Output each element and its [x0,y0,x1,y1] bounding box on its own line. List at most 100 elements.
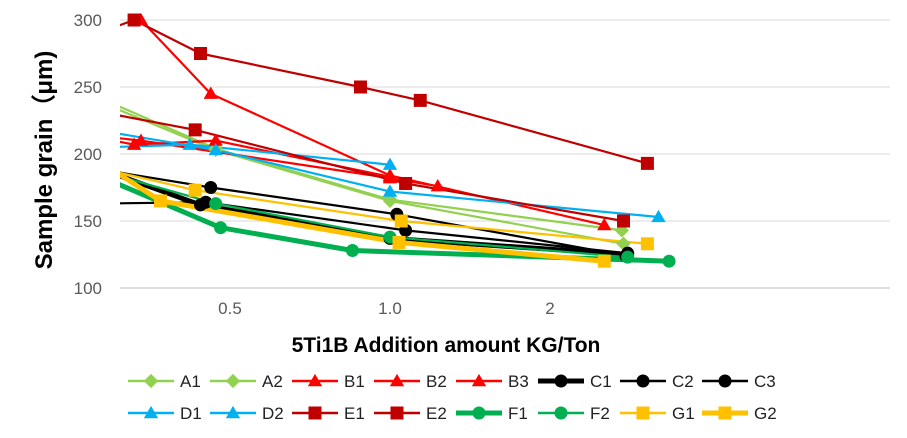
legend-label: B3 [508,372,529,391]
x-axis-label: 5Ti1B Addition amount KG/Ton [292,334,601,357]
data-point-d1 [382,184,398,197]
legend-swatch-marker [554,374,568,388]
series-lines [120,18,670,264]
legend-entry-d1: D1 [128,404,202,423]
data-point-g1 [640,237,654,251]
legend-label: D2 [262,404,284,423]
legend-label: D1 [180,404,202,423]
series-line-e1 [120,18,648,165]
legend-swatch-marker [143,405,159,419]
legend-swatch-marker [718,374,732,388]
legend-swatch-marker [554,406,568,420]
legend-label: C3 [754,372,776,391]
data-point-g2 [597,254,611,268]
legend-swatch-marker [225,373,241,389]
data-point-d1 [208,142,223,156]
data-point-d1 [651,209,666,223]
series-line-c2 [120,201,628,255]
x-axis-ticks: 0.5 1.0 2 [218,299,555,318]
data-point-f2 [621,250,635,264]
x-tick-label: 2 [545,299,554,318]
data-point-g2 [392,235,406,249]
data-point-b3 [382,169,398,182]
legend-label: C1 [590,372,612,391]
data-point-b1 [203,86,218,99]
legend-label: E2 [426,404,447,423]
legend-label: E1 [344,404,365,423]
data-point-c2 [199,195,213,209]
data-point-e2 [188,123,202,137]
x-tick-label: 0.5 [218,299,242,318]
legend-entry-f2: F2 [538,404,610,423]
legend-entry-f1: F1 [456,404,528,423]
data-point-e2 [399,176,413,190]
data-point-e1 [127,13,141,27]
data-point-e1 [353,80,367,94]
legend-entry-d2: D2 [210,404,284,423]
series-line-b2 [120,137,438,188]
legend: A1 A2 B1 B2 B3 C1 C2 C3 D1 D2 E1 E2 F1 F2 G1 G2 [128,372,777,423]
data-point-f1 [214,221,228,235]
legend-entry-b1: B1 [292,372,365,391]
data-point-a1 [614,223,629,238]
legend-label: F2 [590,404,610,423]
legend-swatch-marker [390,406,404,420]
data-point-e1 [640,156,654,170]
data-point-b2 [430,179,445,192]
data-point-a2 [382,193,398,209]
data-point-b3 [126,137,142,150]
grid-lines [120,19,890,289]
data-point-c3 [204,181,218,194]
legend-label: G1 [672,404,695,423]
legend-swatch-marker [718,406,732,420]
y-axis-ticks: 100 150 200 250 300 [74,11,102,298]
data-point-d2 [182,137,197,150]
legend-swatch-marker [636,406,650,420]
legend-entry-c2: C2 [620,372,694,391]
legend-label: A2 [262,372,283,391]
data-point-g1 [394,214,408,228]
legend-label: B2 [426,372,447,391]
data-point-d2 [382,157,398,170]
legend-entry-a1: A1 [128,372,201,391]
legend-entry-g2: G2 [702,404,777,423]
legend-swatch-marker [471,373,487,387]
data-point-b2 [133,133,149,146]
x-tick-label: 1.0 [378,299,402,318]
data-point-e1 [413,93,427,107]
y-tick-label: 150 [74,212,102,231]
data-point-g1 [188,183,202,197]
y-tick-label: 300 [74,11,102,30]
data-point-e2 [617,214,631,228]
y-axis-label: Sample grain（μm) [31,51,58,270]
data-point-f1 [345,243,359,257]
legend-swatch-marker [307,373,323,387]
legend-entry-b3: B3 [456,372,529,391]
data-point-b3 [208,133,223,146]
legend-label: A1 [180,372,201,391]
legend-swatch-marker [143,373,159,389]
y-tick-label: 100 [74,279,102,298]
legend-entry-g1: G1 [620,404,695,423]
y-tick-label: 250 [74,78,102,97]
legend-swatch-marker [389,373,405,387]
legend-label: B1 [344,372,365,391]
legend-label: C2 [672,372,694,391]
legend-entry-e2: E2 [374,404,447,423]
legend-swatch-marker [308,406,322,420]
legend-entry-c3: C3 [702,372,776,391]
data-point-g2 [153,194,167,208]
legend-entry-a2: A2 [210,372,283,391]
legend-swatch-marker [472,406,486,420]
legend-label: G2 [754,404,777,423]
data-point-f2 [209,197,223,211]
y-tick-label: 200 [74,145,102,164]
legend-entry-e1: E1 [292,404,365,423]
legend-entry-c1: C1 [538,372,612,391]
data-point-b1 [597,217,612,231]
legend-label: F1 [508,404,528,423]
legend-entry-b2: B2 [374,372,447,391]
data-point-e1 [193,47,207,60]
legend-swatch-marker [636,374,650,388]
